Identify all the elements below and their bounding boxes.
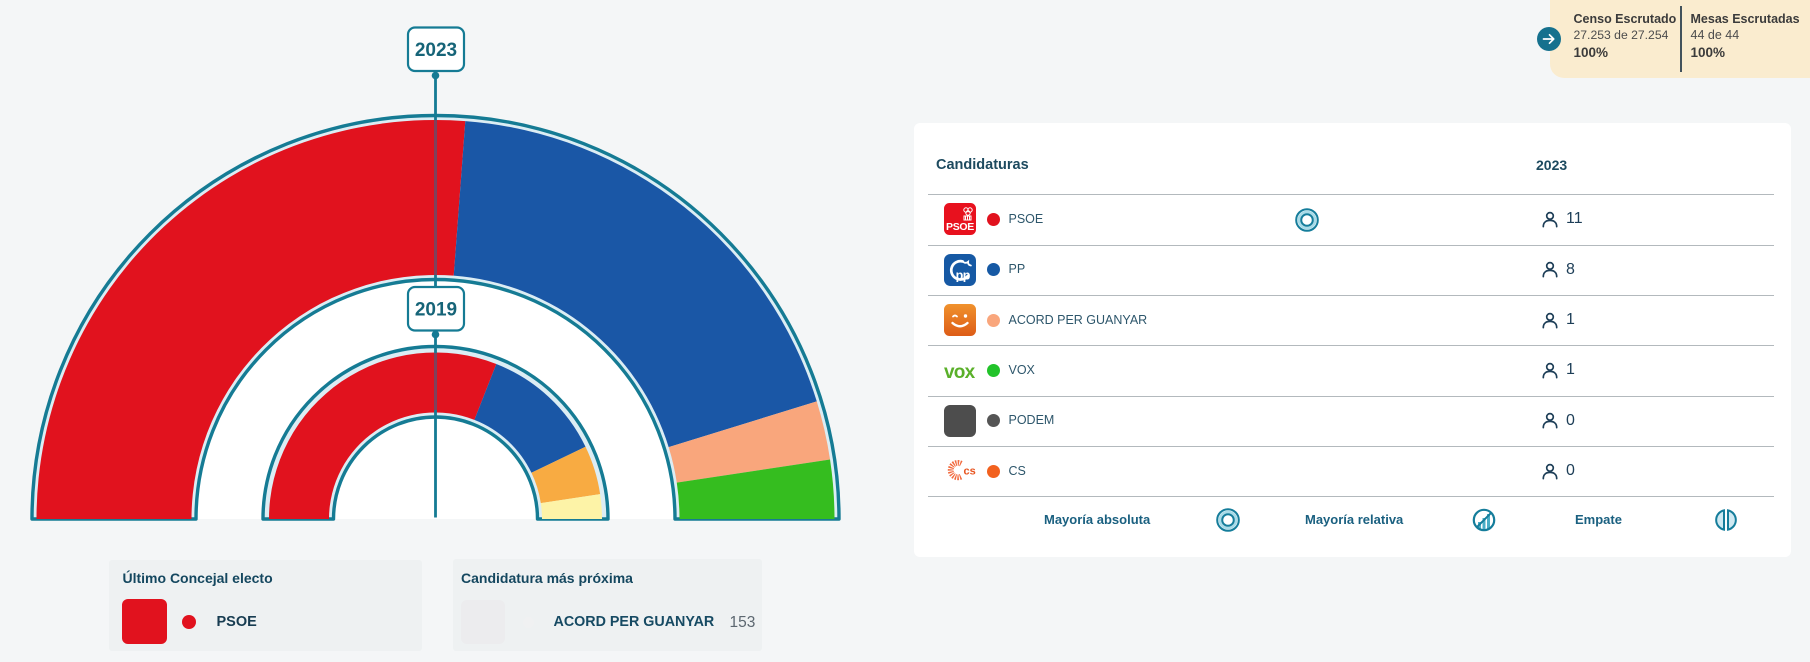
svg-text:cs: cs [963,466,975,478]
svg-text:pp: pp [955,268,970,282]
svg-text:vox: vox [944,362,976,383]
svg-text:PSOE: PSOE [946,221,974,233]
svg-text:2023: 2023 [415,40,457,61]
svg-text:2019: 2019 [415,300,457,321]
